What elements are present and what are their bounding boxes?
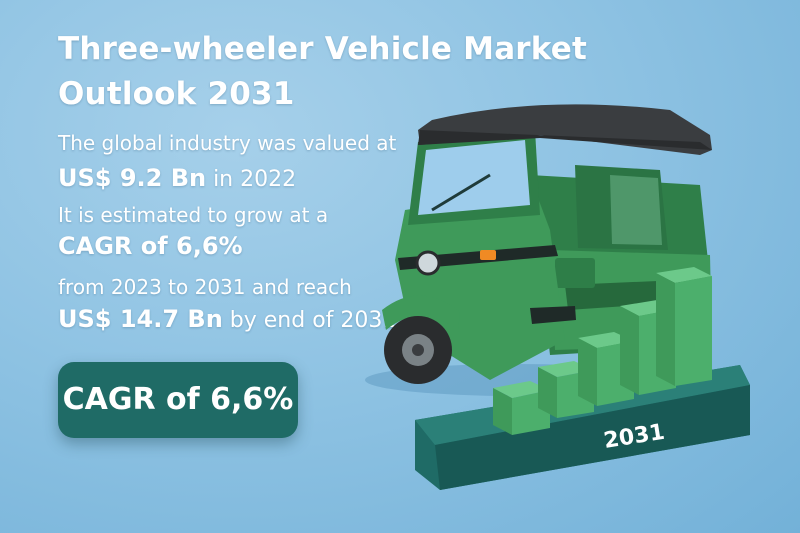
value-2031-line: US$ 14.7 Bn by end of 2031 bbox=[58, 305, 396, 333]
value-2031-suffix: by end of 2031 bbox=[222, 308, 397, 333]
bar-chart-icon: 2031 bbox=[415, 267, 750, 490]
valued-intro: The global industry was valued at bbox=[58, 131, 397, 155]
cagr-text: CAGR of 6,6% bbox=[58, 232, 243, 260]
title-line-2: Outlook 2031 bbox=[58, 76, 295, 112]
cagr-badge-label: CAGR of 6,6% bbox=[62, 382, 294, 417]
period-text: from 2023 to 2031 and reach bbox=[58, 275, 352, 299]
value-2022-line: US$ 9.2 Bn in 2022 bbox=[58, 164, 296, 192]
value-2022-suffix: in 2022 bbox=[206, 167, 297, 192]
value-2022: US$ 9.2 Bn bbox=[58, 164, 207, 192]
growth-intro: It is estimated to grow at a bbox=[58, 203, 329, 227]
value-2031: US$ 14.7 Bn bbox=[58, 305, 223, 333]
title-line-1: Three-wheeler Vehicle Market bbox=[58, 31, 588, 67]
cagr-badge: CAGR of 6,6% bbox=[58, 362, 298, 438]
illustration: 2031 bbox=[365, 104, 750, 490]
